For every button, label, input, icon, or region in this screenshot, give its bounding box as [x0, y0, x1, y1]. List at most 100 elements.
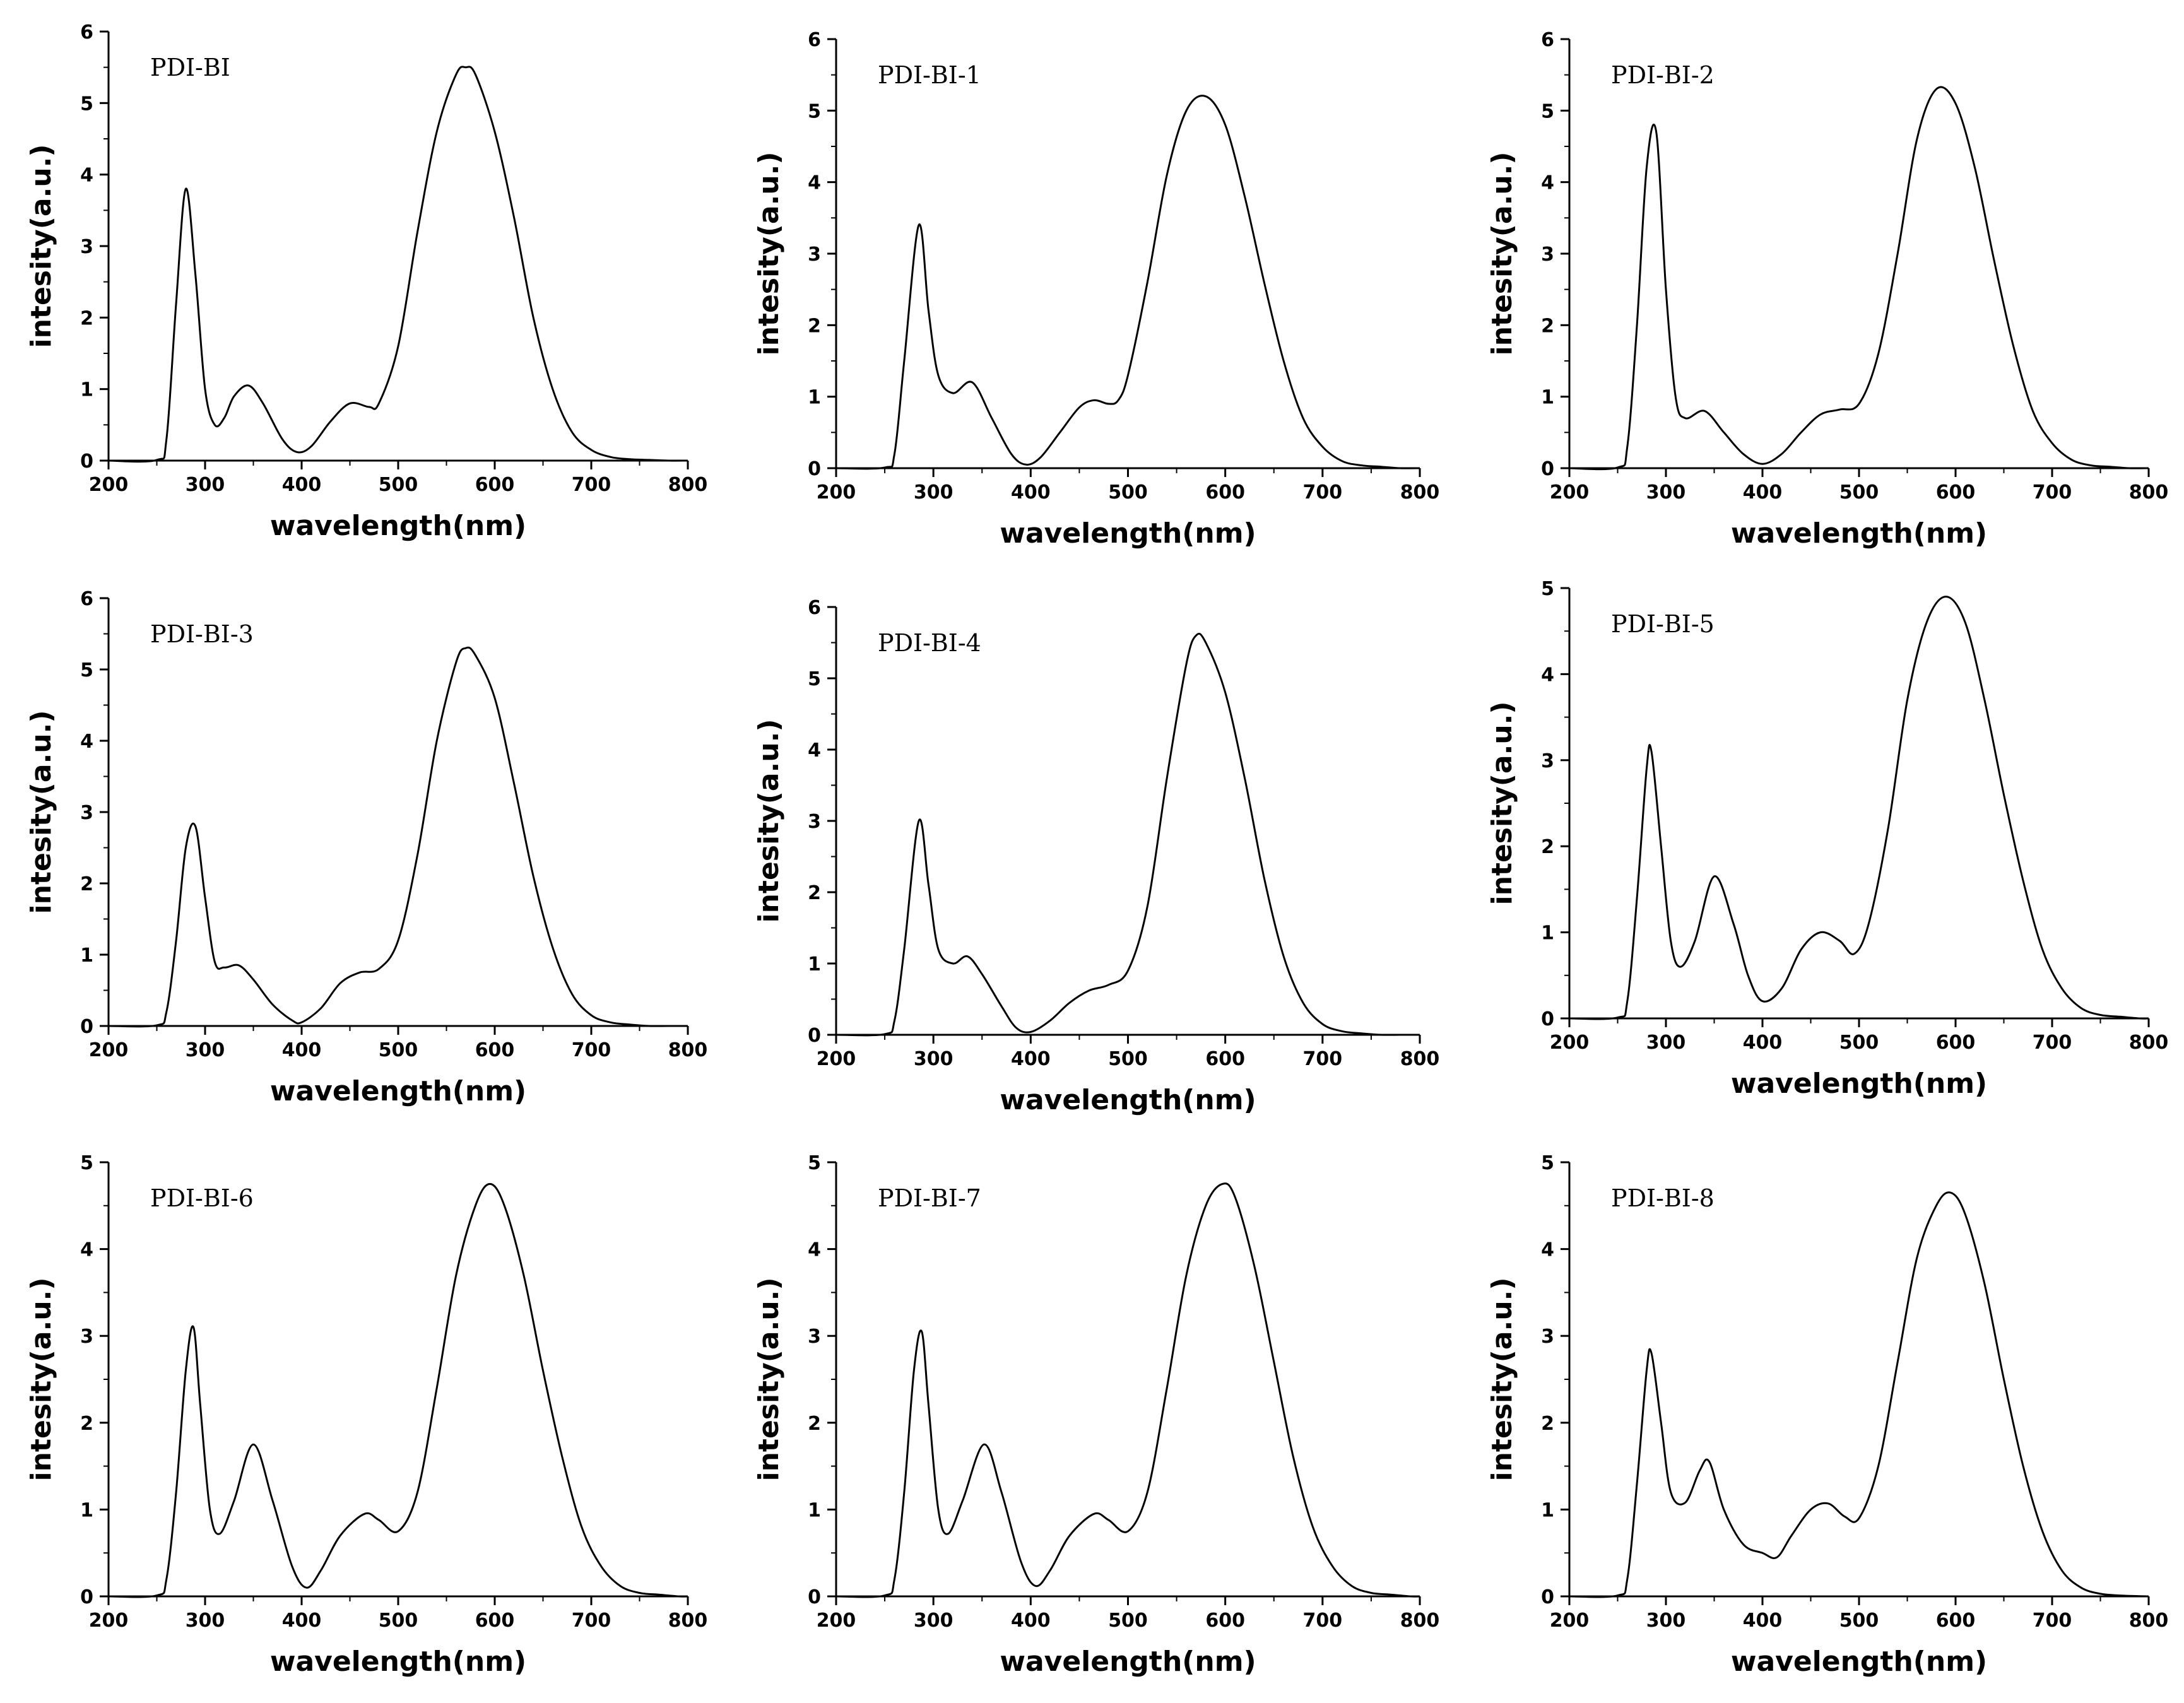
- y-axis-title: intesity(a.u.): [25, 144, 57, 348]
- x-tick-label: 700: [572, 474, 611, 496]
- y-tick-label: 4: [1541, 172, 1554, 194]
- y-tick-label: 2: [80, 307, 93, 329]
- x-tick-label: 800: [1400, 1048, 1440, 1070]
- x-tick-label: 200: [817, 1048, 856, 1070]
- chart-panel-4: 200 300 400 500 600 700 800 0 1 2 3 4 5 6 wavelength(n…: [25, 588, 707, 1107]
- x-tick-label: 800: [2129, 1610, 2169, 1632]
- x-tick-label: 300: [186, 1610, 225, 1632]
- x-tick-label: 200: [1550, 481, 1590, 504]
- x-tick-label: 300: [914, 1048, 953, 1070]
- y-tick-label: 3: [80, 236, 93, 258]
- x-tick-label: 500: [1108, 1048, 1148, 1070]
- y-tick-label: 3: [808, 244, 821, 266]
- x-tick-label: 800: [1400, 1610, 1440, 1632]
- chart-grid: 200 300 400 500 600 700 8000123456wavelength(n…: [25, 21, 2168, 1678]
- y-tick-label: 0: [80, 1586, 93, 1608]
- panel-title: PDI-BI-5: [1611, 610, 1715, 638]
- y-tick-label: 2: [1541, 1413, 1554, 1435]
- x-tick-label: 200: [817, 1610, 856, 1632]
- y-tick-label: 4: [1541, 664, 1554, 686]
- x-tick-label: 500: [379, 474, 418, 496]
- y-tick-label: 4: [1541, 1239, 1554, 1261]
- y-tick-label: 3: [808, 811, 821, 833]
- x-tick-label: 700: [1303, 1610, 1343, 1632]
- y-tick-label: 4: [80, 1239, 93, 1261]
- x-tick-label: 500: [1108, 481, 1148, 504]
- series-line: [1569, 86, 2149, 471]
- y-tick-label: 6: [808, 29, 821, 51]
- panel-title: PDI-BI-4: [878, 629, 981, 657]
- y-tick-label: 5: [1541, 578, 1554, 600]
- x-tick-label: 600: [475, 1610, 515, 1632]
- x-tick-label: 200: [89, 1610, 129, 1632]
- x-tick-label: 400: [1011, 1610, 1051, 1632]
- y-tick-label: 5: [80, 659, 93, 681]
- y-axis-title: intesity(a.u.): [1486, 702, 1518, 905]
- y-tick-label: 5: [80, 1152, 93, 1174]
- y-tick-label: 0: [80, 1016, 93, 1038]
- x-tick-label: 400: [1011, 1048, 1051, 1070]
- y-axis-title: intesity(a.u.): [25, 710, 57, 914]
- y-tick-label: 0: [808, 1025, 821, 1047]
- x-tick-label: 800: [668, 1039, 708, 1061]
- x-tick-label: 500: [1839, 1032, 1879, 1054]
- y-tick-label: 1: [80, 379, 93, 401]
- y-tick-label: 2: [808, 1413, 821, 1435]
- x-tick-label: 700: [2033, 1610, 2072, 1632]
- y-tick-label: 3: [80, 1326, 93, 1348]
- x-tick-label: 700: [1303, 1048, 1343, 1070]
- y-tick-label: 0: [1541, 1008, 1554, 1030]
- series-line: [835, 1182, 1420, 1598]
- y-tick-label: 3: [1541, 1326, 1554, 1348]
- y-tick-label: 0: [1541, 458, 1554, 480]
- x-tick-label: 700: [572, 1610, 611, 1632]
- panel-title: PDI-BI-1: [878, 61, 981, 89]
- panel-title: PDI-BI: [150, 54, 230, 81]
- x-tick-label: 200: [89, 474, 129, 496]
- x-tick-label: 800: [2129, 1032, 2169, 1054]
- y-tick-label: 1: [808, 387, 821, 409]
- x-tick-label: 600: [1205, 1048, 1245, 1070]
- chart-panel-6: 200 300 400 500 600 700 800 0 1 2 3 4 5 wavelength(nm…: [1486, 578, 2168, 1100]
- x-tick-label: 400: [282, 474, 322, 496]
- x-tick-label: 800: [1400, 481, 1440, 504]
- y-tick-label: 4: [80, 165, 93, 187]
- panel-title: PDI-BI-8: [1611, 1184, 1715, 1212]
- x-tick-label: 300: [914, 1610, 953, 1632]
- y-tick-label: 2: [80, 1413, 93, 1435]
- y-tick-label: 5: [808, 100, 821, 122]
- y-tick-label: 5: [808, 668, 821, 690]
- y-tick-label: 3: [1541, 750, 1554, 772]
- x-tick-label: 600: [1936, 481, 1976, 504]
- series-line: [835, 95, 1420, 470]
- x-tick-label: 700: [572, 1039, 611, 1061]
- x-tick-label: 200: [1550, 1032, 1590, 1054]
- x-axis-title: wavelength(nm): [1000, 517, 1256, 550]
- x-tick-label: 600: [1936, 1610, 1976, 1632]
- x-axis-title: wavelength(nm): [1000, 1646, 1256, 1678]
- x-tick-label: 600: [1205, 1610, 1245, 1632]
- y-tick-label: 5: [80, 93, 93, 115]
- chart-panel-2: 200 300 400 500 600 700 800 0 1 2 3 4 5 6 wavelength(n…: [753, 29, 1439, 550]
- x-tick-label: 700: [2033, 1032, 2072, 1054]
- x-tick-label: 600: [1205, 481, 1245, 504]
- chart-panel-1: 200 300 400 500 600 700 800 0 1 2 3 4 5 6 wavelength(n…: [25, 21, 707, 542]
- series-line: [108, 646, 688, 1028]
- y-tick-label: 2: [808, 882, 821, 904]
- chart-panel-7: 200 300 400 500 600 700 800 0 1 2 3 4 5 wavelength(nm…: [25, 1152, 707, 1678]
- x-tick-label: 500: [1839, 1610, 1879, 1632]
- chart-panel-3: 200 300 400 500 600 700 800 0 1 2 3 4 5 6 wavelength(n…: [1486, 29, 2168, 550]
- panel-title: PDI-BI-2: [1611, 61, 1715, 89]
- x-tick-label: 800: [668, 474, 708, 496]
- x-tick-label: 300: [1646, 1610, 1686, 1632]
- x-tick-label: 400: [1743, 1610, 1783, 1632]
- x-tick-label: 300: [186, 1039, 225, 1061]
- y-tick-label: 1: [1541, 1499, 1554, 1521]
- x-tick-label: 600: [1936, 1032, 1976, 1054]
- y-axis-title: intesity(a.u.): [1486, 152, 1518, 356]
- x-axis-title: wavelength(nm): [1731, 517, 1987, 550]
- y-tick-label: 1: [80, 945, 93, 967]
- x-axis-title: wavelength(nm): [1731, 1068, 1987, 1100]
- series-line: [108, 66, 688, 463]
- y-axis-title: intesity(a.u.): [753, 719, 785, 923]
